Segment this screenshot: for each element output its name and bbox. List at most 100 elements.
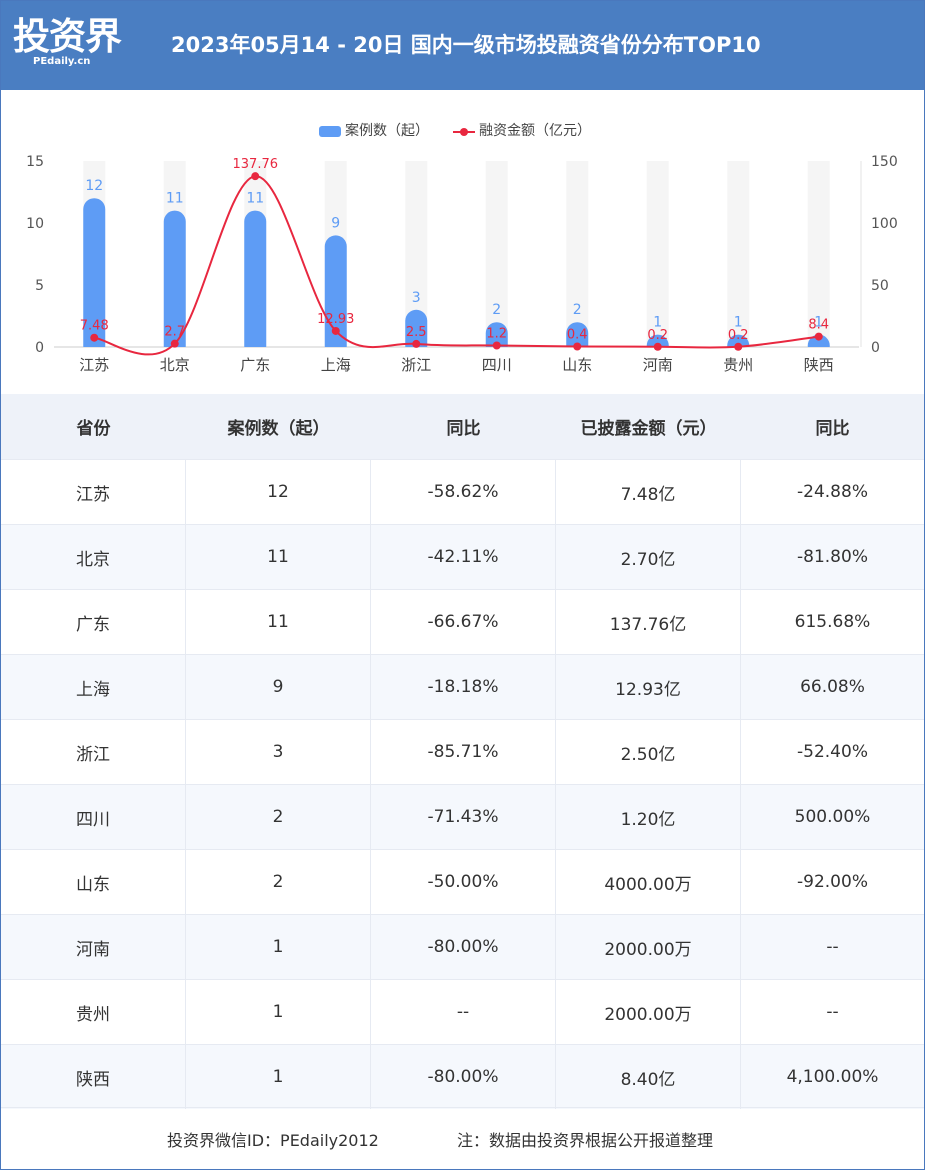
line-point-amount	[90, 333, 99, 342]
header-banner: 投资界 PEdaily.cn 2023年05月14 - 20日 国内一级市场投融…	[1, 1, 924, 90]
cell-province: 河南	[1, 915, 186, 979]
cell-amount-yoy: 500.00%	[794, 807, 871, 827]
x-axis-category-label: 四川	[482, 356, 512, 374]
bar-background	[807, 161, 830, 347]
cell-amount: 2000.00万	[556, 980, 741, 1044]
cell-cases-yoy: -50.00%	[371, 850, 556, 914]
cell-amount-yoy: --	[826, 937, 839, 957]
cell-amount-yoy: -52.40%	[797, 742, 868, 762]
right-axis-tick-label: 100	[871, 216, 898, 232]
cell-amount-yoy: 615.68%	[794, 612, 871, 632]
line-value-label: 1.2	[486, 327, 507, 342]
cell-amount: 137.76亿	[556, 590, 741, 654]
cell-province: 上海	[1, 655, 186, 719]
bar-cases	[727, 334, 750, 347]
table-row: 四川 2 -71.43% 1.20亿 500.00%	[1, 784, 924, 849]
cell-cases-yoy: -18.18%	[371, 655, 556, 719]
bar-background	[405, 161, 428, 347]
bar-value-label: 1	[734, 315, 743, 331]
legend-label-amount: 融资金额（亿元）	[479, 123, 591, 139]
bar-value-label: 2	[492, 302, 501, 318]
x-axis-category-label: 河南	[643, 356, 673, 374]
header-amount: 已披露金额（元）	[580, 419, 717, 439]
cell-amount: 2.70亿	[556, 525, 741, 589]
cell-amount-yoy: -24.88%	[797, 482, 868, 502]
cell-province: 陕西	[1, 1045, 186, 1109]
table-row: 上海 9 -18.18% 12.93亿 66.08%	[1, 654, 924, 719]
cell-cases: 2	[186, 850, 371, 914]
x-axis-category-label: 山东	[562, 356, 592, 374]
bar-value-label: 11	[166, 191, 184, 207]
cell-cases: 1	[186, 1045, 371, 1109]
bar-cases	[405, 309, 428, 347]
cell-cases-yoy: --	[371, 980, 556, 1044]
cell-province: 四川	[1, 785, 186, 849]
x-axis-category-label: 陕西	[804, 356, 834, 374]
cell-cases: 11	[186, 590, 371, 654]
legend-bar-swatch	[319, 126, 341, 137]
cell-cases-yoy: -80.00%	[371, 1045, 556, 1109]
footer-wechat-id: 投资界微信ID：PEdaily2012	[167, 1131, 379, 1150]
line-point-amount	[251, 172, 260, 181]
table-row: 贵州 1 -- 2000.00万 --	[1, 979, 924, 1044]
table-row: 江苏 12 -58.62% 7.48亿 -24.88%	[1, 459, 924, 524]
cell-amount: 2.50亿	[556, 720, 741, 784]
page-title: 2023年05月14 - 20日 国内一级市场投融资省份分布TOP10	[171, 33, 761, 57]
left-axis-tick-label: 0	[35, 340, 44, 356]
line-value-label: 137.76	[233, 157, 279, 172]
bar-value-label: 3	[412, 290, 421, 306]
line-point-amount	[492, 341, 501, 350]
cell-cases: 11	[186, 525, 371, 589]
table-row: 山东 2 -50.00% 4000.00万 -92.00%	[1, 849, 924, 914]
header-province: 省份	[76, 419, 111, 439]
legend-item-amount[interactable]: 融资金额（亿元）	[453, 119, 591, 143]
line-point-amount	[412, 339, 421, 348]
cell-province: 贵州	[1, 980, 186, 1044]
cell-province: 广东	[1, 590, 186, 654]
footer: 投资界微信ID：PEdaily2012 注：数据由投资界根据公开报道整理	[1, 1107, 924, 1169]
cell-amount-yoy: -81.80%	[797, 547, 868, 567]
line-value-label: 2.5	[406, 325, 427, 340]
cell-cases-yoy: -80.00%	[371, 915, 556, 979]
line-point-amount	[653, 342, 662, 351]
bar-cases	[566, 322, 589, 347]
bar-value-label: 12	[85, 178, 103, 194]
bar-background	[727, 161, 750, 347]
cell-amount-yoy: -92.00%	[797, 872, 868, 892]
left-axis-tick-label: 5	[35, 278, 44, 294]
cell-amount: 8.40亿	[556, 1045, 741, 1109]
left-axis-tick-label: 10	[26, 216, 44, 232]
legend-label-cases: 案例数（起）	[345, 123, 429, 139]
cell-amount-yoy: 4,100.00%	[786, 1067, 879, 1087]
x-axis-category-label: 浙江	[401, 356, 431, 374]
cell-cases-yoy: -66.67%	[371, 590, 556, 654]
line-value-label: 8.4	[808, 318, 829, 333]
table-row: 河南 1 -80.00% 2000.00万 --	[1, 914, 924, 979]
bar-cases	[244, 210, 267, 347]
header-cases: 案例数（起）	[227, 419, 330, 439]
line-point-amount	[331, 326, 340, 335]
line-value-label: 2.7	[164, 325, 185, 340]
right-axis-tick-label: 0	[871, 340, 880, 356]
bar-value-label: 1	[653, 315, 662, 331]
cell-cases: 1	[186, 980, 371, 1044]
cell-amount: 7.48亿	[556, 460, 741, 524]
bar-value-label: 11	[246, 191, 264, 207]
bar-background	[485, 161, 508, 347]
table-row: 广东 11 -66.67% 137.76亿 615.68%	[1, 589, 924, 654]
cell-amount: 4000.00万	[556, 850, 741, 914]
cell-cases-yoy: -58.62%	[371, 460, 556, 524]
cell-amount-yoy: 66.08%	[800, 677, 865, 697]
legend-item-cases[interactable]: 案例数（起）	[319, 119, 429, 143]
legend-dot-swatch	[460, 128, 468, 136]
line-point-amount	[734, 342, 743, 351]
cell-cases: 1	[186, 915, 371, 979]
cell-amount: 2000.00万	[556, 915, 741, 979]
cell-province: 北京	[1, 525, 186, 589]
table-row: 浙江 3 -85.71% 2.50亿 -52.40%	[1, 719, 924, 784]
x-axis-category-label: 北京	[160, 356, 190, 374]
table-header-row: 省份 案例数（起） 同比 已披露金额（元） 同比	[1, 394, 924, 459]
left-axis-tick-label: 15	[26, 154, 44, 170]
cell-amount: 12.93亿	[556, 655, 741, 719]
line-value-label: 0.4	[567, 328, 588, 343]
